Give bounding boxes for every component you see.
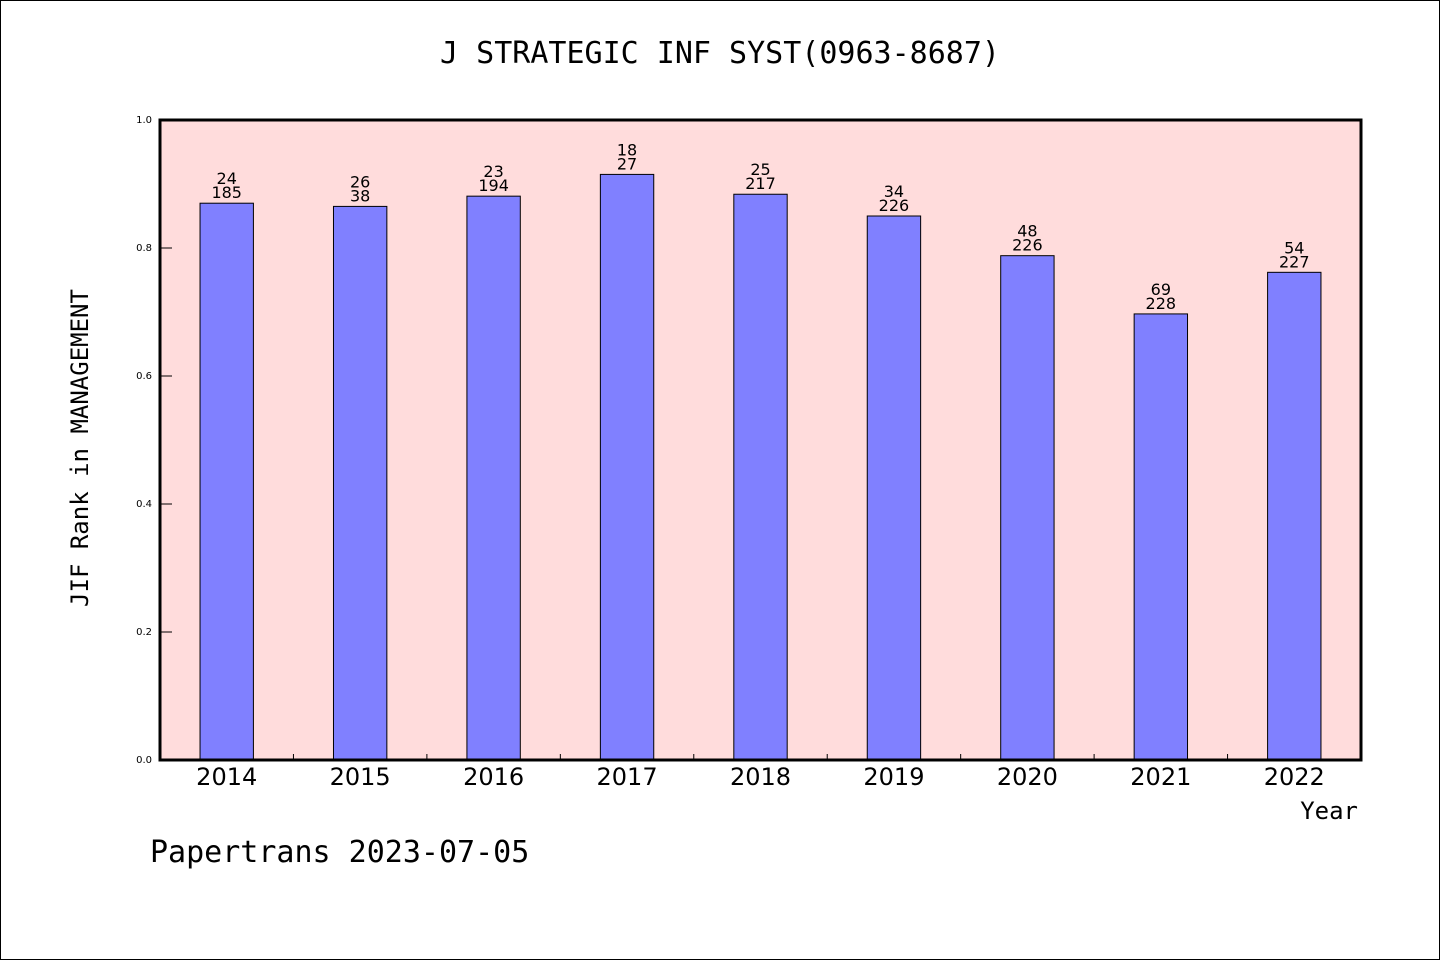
y-tick-label: 0.2 (136, 627, 152, 638)
bar (199, 202, 254, 761)
bar (466, 195, 521, 761)
bar-label-total: 228 (1146, 294, 1177, 313)
x-tick-label: 2017 (597, 763, 658, 791)
bar (599, 173, 655, 761)
bar-label-total: 194 (478, 176, 509, 195)
bar-label-total: 226 (879, 196, 910, 215)
bar-label-total: 185 (211, 183, 242, 202)
x-tick-label: 2016 (463, 763, 524, 791)
bar-label-total: 38 (350, 186, 370, 205)
x-tick-label: 2021 (1130, 763, 1191, 791)
y-tick-label: 0.6 (136, 371, 152, 382)
bar-label-total: 226 (1012, 236, 1043, 255)
bar-label-rank: 25 (750, 160, 770, 179)
bar (1133, 313, 1189, 761)
x-tick-label: 2015 (330, 763, 391, 791)
x-tick-label: 2019 (863, 763, 924, 791)
bar-label-rank: 69 (1151, 280, 1171, 299)
bar (733, 193, 788, 761)
bar (866, 215, 922, 761)
x-tick-label: 2022 (1264, 763, 1325, 791)
y-tick-label: 0.4 (136, 499, 152, 510)
bar-label-total: 227 (1279, 252, 1310, 271)
chart-title: J STRATEGIC INF SYST(0963-8687) (440, 36, 1000, 71)
x-tick-label: 2020 (997, 763, 1058, 791)
x-tick-label: 2018 (730, 763, 791, 791)
x-axis-label: Year (1300, 797, 1358, 825)
bar-label-rank: 48 (1017, 222, 1037, 241)
x-tick-label: 2014 (196, 763, 257, 791)
y-tick-label: 0.8 (136, 243, 152, 254)
bar (1267, 271, 1322, 761)
footer-credit: Papertrans 2023-07-05 (150, 835, 530, 870)
bar-label-rank: 18 (617, 140, 637, 159)
plot-border (158, 118, 1363, 762)
bar-label-rank: 54 (1284, 238, 1304, 257)
bar-label-rank: 34 (884, 182, 904, 201)
bar-label-total: 27 (617, 154, 637, 173)
bar (332, 205, 388, 761)
y-tick-label: 1.0 (136, 115, 152, 126)
bar (1000, 255, 1055, 761)
bar-label-rank: 26 (350, 172, 370, 191)
bar-label-total: 217 (745, 174, 776, 193)
bar-label-rank: 24 (217, 169, 237, 188)
y-tick-label: 0.0 (136, 755, 152, 766)
bar-label-rank: 23 (483, 162, 503, 181)
